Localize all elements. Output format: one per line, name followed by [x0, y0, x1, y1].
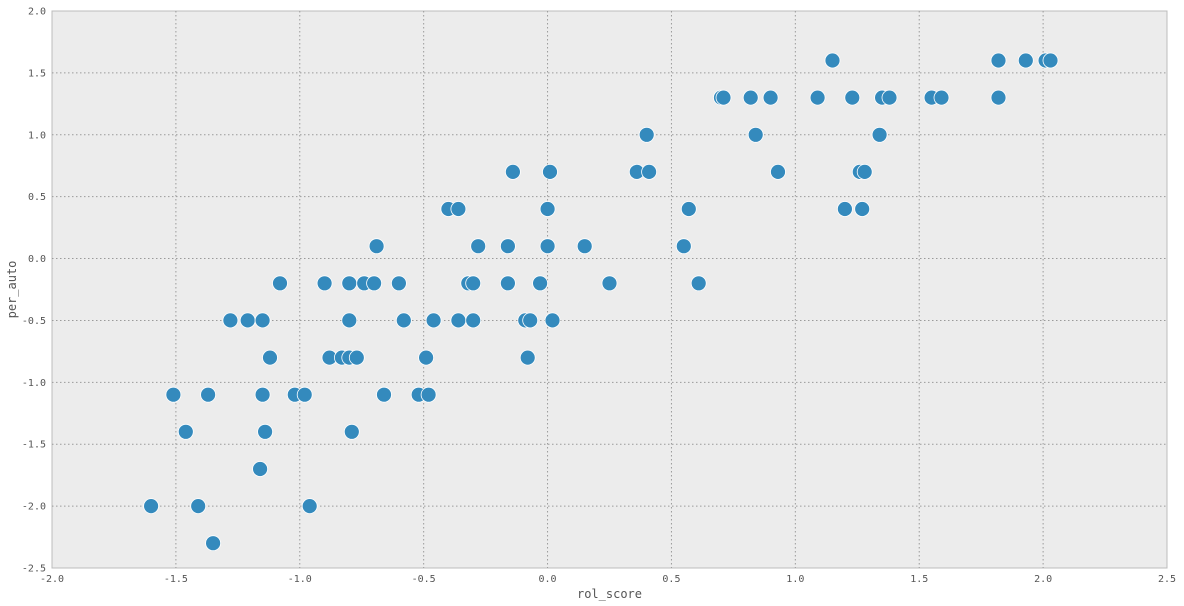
scatter-point	[499, 238, 516, 255]
scatter-point	[871, 126, 888, 143]
scatter-point	[177, 423, 194, 440]
scatter-point	[257, 423, 274, 440]
y-tick-label: 1.5	[28, 68, 46, 79]
x-tick-label: 1.0	[786, 574, 804, 585]
x-tick-label: -1.0	[288, 574, 312, 585]
scatter-point	[262, 349, 278, 366]
scatter-point	[522, 312, 539, 329]
scatter-point	[1042, 52, 1059, 69]
x-tick-label: -2.0	[40, 574, 64, 585]
scatter-point	[341, 312, 358, 329]
y-tick-label: 0.0	[28, 254, 46, 265]
scatter-point	[715, 89, 732, 106]
y-tick-label: -1.5	[22, 440, 46, 451]
scatter-point	[844, 89, 861, 106]
scatter-point	[519, 349, 536, 366]
scatter-point	[420, 386, 437, 403]
scatter-point	[690, 275, 707, 292]
scatter-point	[465, 275, 482, 292]
y-tick-label: 2.0	[28, 7, 46, 18]
scatter-point	[990, 52, 1007, 69]
scatter-point	[499, 275, 516, 292]
y-axis-label: per_auto	[5, 261, 19, 319]
scatter-point	[376, 386, 392, 403]
scatter-point	[742, 89, 759, 106]
scatter-point	[601, 275, 618, 292]
x-axis-label: rol_score	[577, 587, 642, 601]
scatter-point	[296, 386, 313, 403]
scatter-point	[933, 89, 950, 106]
scatter-point	[465, 312, 482, 329]
scatter-point	[200, 386, 217, 403]
scatter-point	[366, 275, 383, 292]
scatter-point	[395, 312, 412, 329]
scatter-point	[348, 349, 365, 366]
scatter-point	[165, 386, 182, 403]
scatter-point	[505, 163, 521, 180]
y-tick-label: -2.5	[22, 564, 46, 575]
scatter-point	[854, 201, 871, 217]
scatter-point	[316, 275, 333, 292]
x-tick-label: -1.5	[164, 574, 188, 585]
scatter-point	[239, 312, 256, 329]
scatter-point	[770, 163, 786, 180]
scatter-point	[824, 52, 841, 69]
scatter-point	[450, 312, 467, 329]
y-tick-label: -0.5	[22, 316, 46, 327]
scatter-point	[638, 126, 655, 143]
y-tick-labels: -2.5 -2.0 -1.5 -1.0 -0.5 0.0 0.5 1.0 1.5 2.0	[22, 7, 46, 575]
scatter-point	[539, 201, 556, 217]
scatter-point	[675, 238, 692, 255]
scatter-point	[576, 238, 593, 255]
scatter-point	[390, 275, 407, 292]
scatter-point	[532, 275, 548, 292]
scatter-point	[252, 461, 269, 477]
scatter-point	[542, 163, 558, 180]
scatter-point	[809, 89, 826, 106]
y-tick-label: 1.0	[28, 130, 46, 141]
scatter-point	[143, 498, 160, 515]
x-tick-label: 0.0	[539, 574, 557, 585]
scatter-point	[254, 312, 271, 329]
y-tick-label: -1.0	[22, 378, 46, 389]
scatter-point	[425, 312, 442, 329]
scatter-point	[881, 89, 898, 106]
scatter-point	[341, 275, 358, 292]
y-tick-label: -2.0	[22, 502, 46, 513]
x-tick-label: 1.5	[910, 574, 928, 585]
scatter-point	[856, 163, 873, 180]
scatter-point	[539, 238, 556, 255]
x-tick-label: 0.5	[662, 574, 680, 585]
scatter-point	[747, 126, 764, 143]
scatter-point	[272, 275, 288, 292]
scatter-point	[418, 349, 435, 366]
scatter-point	[254, 386, 271, 403]
scatter-point	[1017, 52, 1034, 69]
x-tick-label: 2.5	[1158, 574, 1176, 585]
scatter-point	[190, 498, 207, 515]
scatter-point	[680, 201, 697, 217]
y-tick-label: 0.5	[28, 192, 46, 203]
x-tick-label: 2.0	[1034, 574, 1052, 585]
scatter-points	[143, 52, 1059, 552]
scatter-point	[837, 201, 853, 217]
grid-lines	[52, 11, 1167, 568]
scatter-point	[544, 312, 561, 329]
x-tick-label: -0.5	[412, 574, 436, 585]
scatter-point	[641, 163, 657, 180]
scatter-point	[990, 89, 1007, 106]
scatter-point	[222, 312, 239, 329]
scatter-point	[450, 201, 467, 217]
scatter-point	[343, 423, 360, 440]
x-tick-labels: -2.0 -1.5 -1.0 -0.5 0.0 0.5 1.0 1.5 2.0 2.5	[40, 574, 1176, 585]
scatter-point	[762, 89, 779, 106]
scatter-point	[301, 498, 318, 515]
scatter-point	[205, 535, 222, 552]
scatter-point	[368, 238, 385, 255]
scatter-point	[470, 238, 487, 255]
